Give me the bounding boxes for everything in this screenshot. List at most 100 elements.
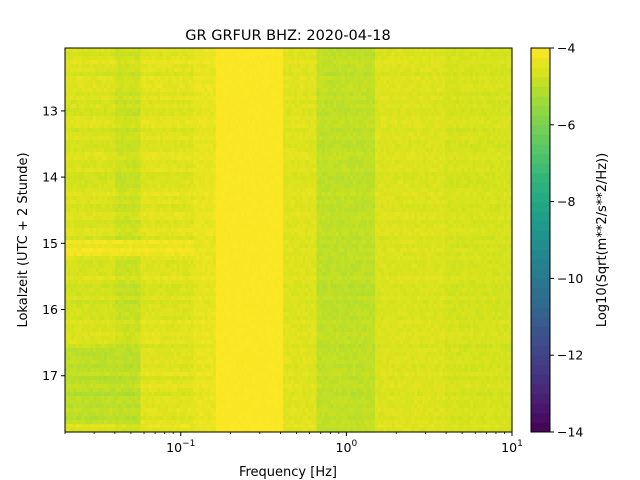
spectrogram-cell (129, 80, 133, 85)
spectrogram-cell (190, 60, 195, 65)
spectrogram-cell (134, 92, 139, 97)
spectrogram-cell (458, 132, 463, 137)
spectrogram-cell (162, 116, 167, 121)
spectrogram-cell (414, 48, 418, 53)
spectrogram-cell (506, 104, 510, 109)
spectrogram-cell (397, 116, 401, 121)
spectrogram-cell (411, 144, 415, 149)
spectrogram-cell (280, 168, 284, 173)
spectrogram-cell (115, 104, 119, 109)
spectrogram-cell (486, 104, 491, 109)
spectrogram-cell (422, 128, 426, 133)
spectrogram-cell (129, 164, 133, 169)
spectrogram-cell (263, 96, 267, 101)
spectrogram-cell (450, 52, 454, 57)
spectrogram-cell (179, 72, 183, 77)
spectrogram-cell (120, 112, 125, 117)
spectrogram-cell (310, 156, 315, 161)
spectrogram-cell (397, 84, 401, 89)
spectrogram-cell (430, 96, 435, 101)
spectrogram-cell (291, 52, 295, 57)
spectrogram-cell (254, 144, 259, 149)
spectrogram-cell (260, 160, 264, 165)
spectrogram-cell (486, 160, 491, 165)
spectrogram-cell (277, 88, 281, 93)
spectrogram-cell (335, 100, 340, 105)
spectrogram-cell (78, 96, 83, 101)
spectrogram-cell (428, 156, 432, 161)
spectrogram-cell (179, 160, 183, 165)
spectrogram-cell (335, 88, 340, 93)
spectrogram-cell (324, 80, 329, 85)
spectrogram-cell (243, 64, 248, 69)
spectrogram-cell (375, 136, 379, 141)
spectrogram-cell (333, 132, 337, 137)
spectrogram-cell (282, 120, 287, 125)
spectrogram-cell (472, 124, 477, 129)
spectrogram-cell (389, 76, 393, 81)
spectrogram-cell (433, 112, 438, 117)
spectrogram-cell (375, 108, 379, 113)
spectrogram-cell (383, 96, 387, 101)
spectrogram-cell (143, 156, 147, 161)
spectrogram-cell (182, 88, 186, 93)
spectrogram-cell (470, 104, 474, 109)
spectrogram-cell (263, 112, 267, 117)
spectrogram-cell (444, 124, 449, 129)
spectrogram-cell (241, 52, 245, 57)
spectrogram-cell (484, 120, 488, 125)
spectrogram-cell (322, 132, 326, 137)
spectrogram-cell (403, 148, 407, 153)
spectrogram-cell (453, 132, 457, 137)
spectrogram-cell (467, 132, 471, 137)
spectrogram-cell (221, 116, 225, 121)
spectrogram-cell (263, 64, 267, 69)
spectrogram-cell (492, 64, 496, 69)
spectrogram-cell (78, 72, 83, 77)
spectrogram-cell (347, 104, 351, 109)
spectrogram-cell (112, 144, 116, 149)
spectrogram-cell (210, 48, 214, 53)
spectrogram-cell (151, 68, 155, 73)
spectrogram-cell (241, 76, 245, 81)
spectrogram-cell (232, 56, 237, 61)
spectrogram-cell (439, 68, 443, 73)
spectrogram-cell (224, 92, 228, 97)
spectrogram-cell (310, 136, 315, 141)
spectrogram-cell (185, 80, 189, 85)
spectrogram-cell (310, 92, 315, 97)
spectrogram-cell (327, 56, 331, 61)
spectrogram-cell (193, 88, 197, 93)
spectrogram-cell (157, 116, 161, 121)
spectrogram-cell (252, 96, 256, 101)
spectrogram-cell (456, 72, 460, 77)
spectrogram-cell (369, 140, 373, 145)
spectrogram-cell (444, 108, 449, 113)
spectrogram-cell (322, 116, 326, 121)
spectrogram-cell (146, 128, 150, 133)
spectrogram-cell (246, 88, 250, 93)
spectrogram-cell (417, 128, 421, 133)
spectrogram-cell (408, 120, 413, 125)
spectrogram-cell (90, 76, 94, 81)
spectrogram-cell (391, 72, 396, 77)
spectrogram-cell (204, 136, 209, 141)
spectrogram-cell (322, 164, 326, 169)
spectrogram-cell (67, 52, 72, 57)
spectrogram-cell (433, 80, 438, 85)
spectrogram-cell (140, 52, 144, 57)
spectrogram-cell (366, 156, 371, 161)
spectrogram-cell (190, 164, 195, 169)
spectrogram-cell (302, 84, 306, 89)
spectrogram-cell (425, 76, 429, 81)
spectrogram-cell (143, 88, 147, 93)
spectrogram-cell (391, 116, 396, 121)
spectrogram-cell (201, 96, 206, 101)
spectrogram-cell (123, 156, 128, 161)
spectrogram-cell (120, 56, 125, 61)
spectrogram-cell (210, 68, 214, 73)
spectrogram-cell (146, 112, 150, 117)
spectrogram-cell (143, 140, 147, 145)
spectrogram-cell (190, 92, 195, 97)
spectrogram-cell (241, 60, 245, 65)
